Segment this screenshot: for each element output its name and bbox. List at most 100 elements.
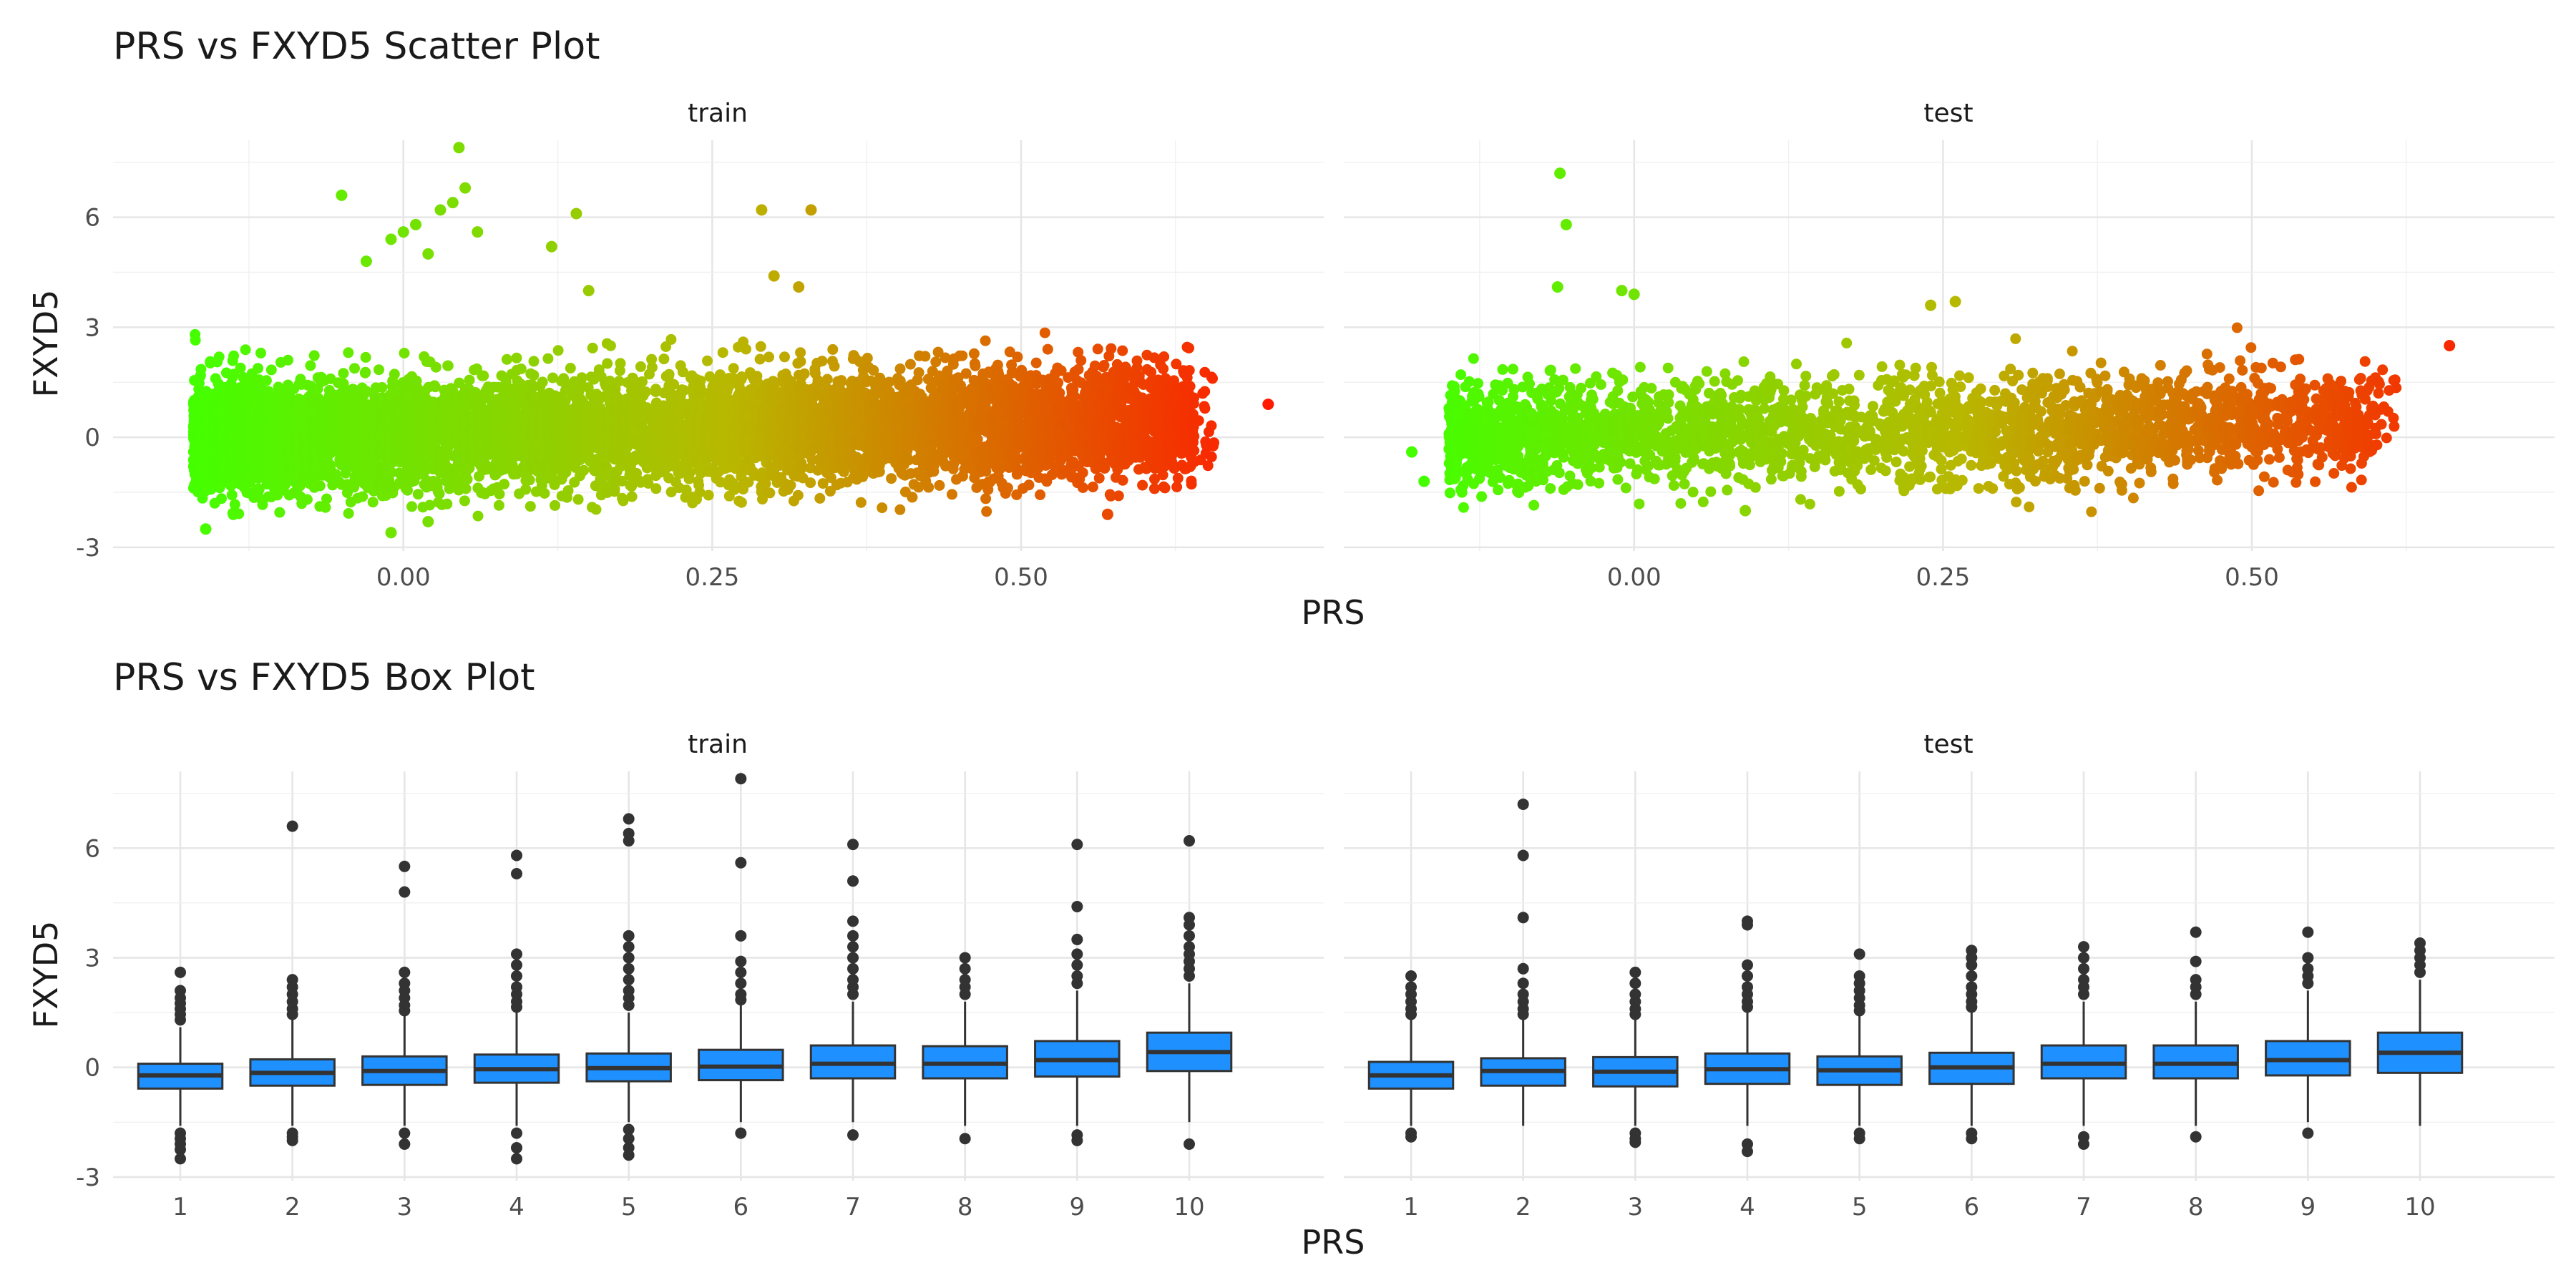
scatter-train-point	[442, 360, 454, 371]
scatter-facet-label-train: train	[688, 99, 748, 128]
scatter-train-point	[374, 364, 384, 376]
scatter-train-point	[695, 375, 706, 386]
scatter-train-point	[430, 361, 441, 373]
scatter-train-point	[665, 333, 677, 345]
scatter-train-point	[349, 363, 360, 374]
scatter-train-point	[190, 334, 201, 346]
scatter-train-point	[283, 354, 293, 366]
scatter-train-point	[462, 474, 473, 485]
scatter-train-point	[472, 510, 484, 522]
scatter-train-point	[736, 497, 747, 508]
scatter-train-point	[805, 477, 816, 489]
scatter-train-point	[459, 495, 470, 507]
scatter-train-point	[550, 499, 560, 511]
scatter-train-point	[501, 353, 512, 365]
scatter-train-point	[274, 507, 286, 518]
scatter-train-point	[821, 374, 833, 385]
scatter-train-point	[253, 363, 263, 374]
scatter-train-point	[578, 464, 590, 476]
scatter-train-point	[894, 363, 906, 374]
scatter-train-point	[785, 479, 796, 491]
scatter-train-point	[460, 483, 472, 494]
scatter-train-point	[605, 340, 616, 351]
scatter-train-point	[464, 374, 475, 386]
scatter-plot-title: PRS vs FXYD5 Scatter Plot	[113, 25, 600, 68]
scatter-train-x-tick-label: 0.00	[376, 563, 431, 592]
scatter-train-point	[646, 361, 658, 373]
scatter-train-point	[360, 366, 371, 378]
scatter-train-point	[226, 489, 238, 501]
scatter-train-point	[406, 501, 417, 512]
scatter-train-point	[367, 497, 379, 508]
scatter-train-y-tick-label: -3	[76, 534, 100, 562]
scatter-train-point	[590, 504, 602, 515]
scatter-train-point	[862, 353, 873, 364]
scatter-train-point	[874, 466, 885, 477]
scatter-train-point	[913, 367, 924, 379]
scatter-train-point	[228, 350, 240, 361]
scatter-train-point	[308, 350, 320, 361]
scatter-train-point	[321, 493, 332, 504]
scatter-train-point	[314, 480, 326, 492]
scatter-train-point	[587, 342, 598, 353]
scatter-train-point	[305, 360, 316, 371]
scatter-train-point	[389, 369, 400, 380]
scatter-train-point	[717, 347, 728, 358]
scatter-train-point	[229, 499, 240, 510]
scatter-train-point	[343, 347, 354, 358]
scatter-train-point	[260, 375, 272, 386]
scatter-train-point	[907, 492, 918, 503]
scatter-train-point	[829, 361, 840, 372]
scatter-train-point	[357, 491, 369, 502]
scatter-train-point	[399, 348, 410, 358]
scatter-train-point	[576, 372, 587, 384]
scatter-train-point	[635, 361, 646, 372]
scatter-train-point	[904, 358, 916, 370]
scatter-train-point	[919, 351, 931, 362]
scatter-train-point	[233, 508, 245, 519]
scatter-facet-label-test: test	[1923, 99, 1973, 128]
scatter-train-point	[836, 375, 847, 386]
scatter-train-point	[755, 341, 766, 352]
scatter-train-point	[539, 488, 550, 499]
scatter-train-point	[338, 368, 349, 379]
scatter-train-point	[493, 499, 504, 511]
scatter-train-point	[528, 369, 540, 381]
scatter-train-point	[572, 494, 584, 505]
scatter-train-point	[265, 364, 277, 376]
scatter-train-point	[741, 343, 751, 355]
scatter-train-x-tick-label: 0.50	[994, 563, 1048, 592]
scatter-train-point	[827, 343, 839, 355]
scatter-train-point	[640, 386, 651, 398]
scatter-train-point	[240, 344, 251, 356]
scatter-train-y-tick-label: 0	[84, 424, 100, 452]
scatter-train-point	[795, 356, 806, 367]
scatter-train-point	[412, 489, 424, 500]
scatter-train-point	[565, 363, 576, 374]
scatter-train-point	[923, 482, 935, 493]
scatter-train-point	[552, 345, 564, 356]
scatter-train-point	[195, 364, 207, 375]
scatter-train-point	[663, 369, 675, 380]
scatter-train-point	[441, 498, 453, 509]
scatter-train-point	[525, 501, 536, 512]
scatter-train-point	[609, 483, 620, 494]
scatter-train-y-tick-label: 6	[84, 204, 100, 233]
scatter-train-point	[678, 385, 690, 396]
scatter-train-point	[528, 356, 540, 367]
scatter-train-point	[537, 376, 548, 388]
scatter-train-point	[764, 487, 776, 499]
scatter-train-point	[255, 347, 266, 358]
scatter-train-point	[524, 474, 535, 486]
scatter-train-point	[886, 473, 897, 484]
scatter-train-point	[855, 497, 867, 508]
scatter-train-point	[703, 489, 714, 501]
scatter-train-point	[216, 493, 227, 504]
scatter-train-point	[877, 502, 888, 514]
scatter-train-point	[799, 368, 810, 379]
scatter-train-point	[626, 491, 638, 502]
scatter-train-point	[253, 484, 265, 495]
scatter-train-point	[816, 356, 828, 367]
